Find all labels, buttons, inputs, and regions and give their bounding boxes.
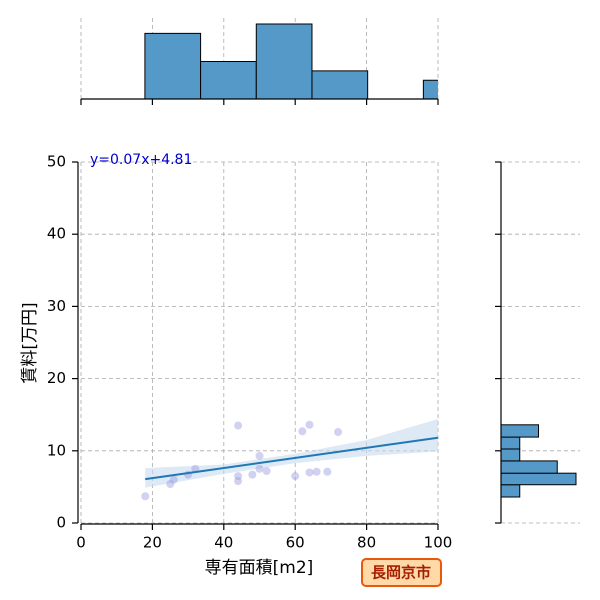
point	[248, 470, 257, 479]
right-hist-bar	[500, 460, 558, 474]
point	[323, 467, 332, 476]
y-tick-label: 40	[47, 225, 66, 243]
point	[234, 421, 243, 430]
top-hist-bar	[255, 23, 313, 100]
x-tick-label: 20	[143, 534, 162, 552]
x-tick-label: 0	[76, 534, 86, 552]
equation: y=0.07x+4.81	[90, 152, 192, 168]
top-hist-bar	[144, 32, 202, 100]
confidence-band	[145, 419, 438, 488]
x-tick-label: 40	[214, 534, 233, 552]
point	[305, 420, 314, 429]
regression-line	[145, 436, 438, 481]
y-tick-label: 50	[47, 153, 66, 171]
point	[234, 472, 243, 481]
point	[305, 468, 314, 477]
y-tick-label: 30	[47, 297, 66, 315]
point	[169, 475, 178, 484]
point	[312, 467, 321, 476]
point	[291, 472, 300, 481]
right-hist-bar	[500, 484, 521, 498]
y-tick-label: 20	[47, 369, 66, 387]
right-hist-bar	[500, 424, 539, 438]
badge: 長岡京市	[371, 564, 431, 582]
top-hist-bar	[311, 70, 369, 100]
y-tick-label: 10	[47, 441, 66, 459]
point	[166, 480, 175, 489]
x-tick-label: 100	[424, 534, 453, 552]
point	[298, 427, 307, 436]
y-axis-label: 賃料[万円]	[20, 302, 40, 383]
top-hist-bar	[200, 61, 257, 100]
point	[262, 467, 271, 476]
point	[334, 428, 343, 437]
x-axis-label: 専有面積[m2]	[205, 558, 314, 578]
right-hist-bar	[500, 436, 521, 450]
x-tick-label: 80	[357, 534, 376, 552]
right-hist-bar	[500, 472, 577, 486]
point	[141, 492, 150, 501]
badge-box	[361, 558, 442, 587]
point	[255, 451, 264, 460]
x-tick-label: 60	[286, 534, 305, 552]
right-hist-bar	[500, 448, 521, 462]
y-tick-label: 0	[56, 514, 66, 532]
point	[234, 477, 243, 486]
point	[255, 464, 264, 473]
top-hist-bar	[422, 79, 438, 100]
